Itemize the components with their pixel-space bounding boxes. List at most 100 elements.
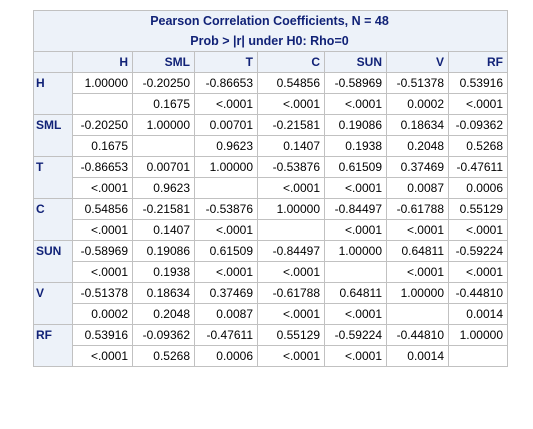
- column-header-c: C: [257, 51, 325, 73]
- p-value-cell: <.0001: [72, 177, 133, 199]
- p-value-cell: [72, 93, 133, 115]
- correlation-output: Pearson Correlation Coefficients, N = 48…: [33, 10, 508, 367]
- row-header-c: C: [33, 198, 73, 241]
- p-value-cell: <.0001: [324, 345, 387, 367]
- coefficient-cell: -0.20250: [72, 114, 133, 136]
- title-line-1: Pearson Correlation Coefficients, N = 48: [150, 14, 389, 28]
- p-value-cell: <.0001: [72, 261, 133, 283]
- coefficient-cell: -0.44810: [386, 324, 449, 346]
- coefficient-cell: 1.00000: [194, 156, 258, 178]
- table-row: 0.1675 <.0001 <.0001 <.0001 0.0002 <.0001: [34, 93, 508, 115]
- p-value-cell: 0.0087: [194, 303, 258, 325]
- table-row: <.0001 0.1407 <.0001 <.0001 <.0001 <.0001: [34, 219, 508, 241]
- coefficient-cell: 0.54856: [72, 198, 133, 220]
- column-header-v: V: [386, 51, 449, 73]
- coefficient-cell: 1.00000: [257, 198, 325, 220]
- coefficient-cell: 0.00701: [194, 114, 258, 136]
- coefficient-cell: 1.00000: [386, 282, 449, 304]
- p-value-cell: <.0001: [257, 261, 325, 283]
- coefficient-cell: -0.47611: [194, 324, 258, 346]
- coefficient-cell: -0.53876: [257, 156, 325, 178]
- p-value-cell: [194, 177, 258, 199]
- p-value-cell: 0.0002: [72, 303, 133, 325]
- p-value-cell: 0.1938: [132, 261, 195, 283]
- coefficient-cell: -0.51378: [386, 72, 449, 94]
- column-header-sml: SML: [132, 51, 195, 73]
- row-header-rf: RF: [33, 324, 73, 367]
- coefficient-cell: 1.00000: [448, 324, 508, 346]
- row-header-sun: SUN: [33, 240, 73, 283]
- coefficient-cell: 0.61509: [324, 156, 387, 178]
- p-value-cell: 0.0006: [194, 345, 258, 367]
- coefficient-cell: -0.86653: [194, 72, 258, 94]
- table-row: T -0.86653 0.00701 1.00000 -0.53876 0.61509 0.…: [33, 156, 508, 199]
- coefficient-cell: -0.58969: [72, 240, 133, 262]
- p-value-cell: [257, 219, 325, 241]
- coefficient-cell: -0.47611: [448, 156, 508, 178]
- table-row: 0.0002 0.2048 0.0087 <.0001 <.0001 0.0014: [34, 303, 508, 325]
- coefficient-cell: -0.53876: [194, 198, 258, 220]
- column-header-h: H: [72, 51, 133, 73]
- table-row: <.0001 0.1938 <.0001 <.0001 <.0001 <.0001: [34, 261, 508, 283]
- table-row: RF 0.53916 -0.09362 -0.47611 0.55129 -0.59224…: [33, 324, 508, 367]
- column-header-t: T: [194, 51, 258, 73]
- coefficient-cell: 0.37469: [194, 282, 258, 304]
- table-title-row: Pearson Correlation Coefficients, N = 48…: [33, 10, 508, 52]
- column-header-rf: RF: [448, 51, 508, 73]
- coefficient-cell: -0.59224: [324, 324, 387, 346]
- p-value-cell: <.0001: [324, 219, 387, 241]
- coefficient-cell: 1.00000: [132, 114, 195, 136]
- p-value-cell: 0.9623: [194, 135, 258, 157]
- coefficient-cell: 0.54856: [257, 72, 325, 94]
- p-value-cell: 0.1407: [132, 219, 195, 241]
- p-value-cell: <.0001: [72, 219, 133, 241]
- table-row: 0.1675 0.9623 0.1407 0.1938 0.2048 0.5268: [34, 135, 508, 157]
- column-header-row: H SML T C SUN V RF: [33, 51, 508, 73]
- coefficient-cell: 1.00000: [324, 240, 387, 262]
- row-header-h: H: [33, 72, 73, 115]
- coefficient-cell: -0.51378: [72, 282, 133, 304]
- row-header-sml: SML: [33, 114, 73, 157]
- p-value-cell: <.0001: [257, 303, 325, 325]
- coefficient-cell: 0.37469: [386, 156, 449, 178]
- p-value-cell: 0.1407: [257, 135, 325, 157]
- table-body: H 1.00000 -0.20250 -0.86653 0.54856 -0.58969-…: [33, 72, 508, 367]
- coefficient-cell: -0.86653: [72, 156, 133, 178]
- coefficient-cell: -0.61788: [257, 282, 325, 304]
- coefficient-cell: 1.00000: [72, 72, 133, 94]
- table-row: <.0001 0.9623 <.0001 <.0001 0.0087 0.0006: [34, 177, 508, 199]
- p-value-cell: 0.2048: [386, 135, 449, 157]
- p-value-cell: <.0001: [386, 219, 449, 241]
- p-value-cell: 0.0087: [386, 177, 449, 199]
- p-value-cell: 0.5268: [448, 135, 508, 157]
- p-value-cell: <.0001: [194, 261, 258, 283]
- coefficient-cell: 0.64811: [386, 240, 449, 262]
- coefficient-cell: 0.55129: [448, 198, 508, 220]
- coefficient-cell: -0.44810: [448, 282, 508, 304]
- header-corner-cell: [33, 51, 73, 73]
- p-value-cell: <.0001: [72, 345, 133, 367]
- coefficient-cell: 0.55129: [257, 324, 325, 346]
- row-header-v: V: [33, 282, 73, 325]
- p-value-cell: <.0001: [448, 93, 508, 115]
- p-value-cell: 0.5268: [132, 345, 195, 367]
- title-line-2: Prob > |r| under H0: Rho=0: [190, 34, 349, 48]
- table-row: V -0.51378 0.18634 0.37469 -0.61788 0.64811 1.…: [33, 282, 508, 325]
- coefficient-cell: -0.58969: [324, 72, 387, 94]
- coefficient-cell: -0.84497: [324, 198, 387, 220]
- coefficient-cell: -0.09362: [132, 324, 195, 346]
- p-value-cell: 0.0014: [448, 303, 508, 325]
- coefficient-cell: -0.09362: [448, 114, 508, 136]
- p-value-cell: <.0001: [324, 93, 387, 115]
- p-value-cell: [448, 345, 508, 367]
- p-value-cell: <.0001: [194, 219, 258, 241]
- row-header-t: T: [33, 156, 73, 199]
- table-row: C 0.54856 -0.21581 -0.53876 1.00000 -0.84497-…: [33, 198, 508, 241]
- p-value-cell: <.0001: [448, 219, 508, 241]
- p-value-cell: <.0001: [194, 93, 258, 115]
- p-value-cell: [386, 303, 449, 325]
- coefficient-cell: -0.61788: [386, 198, 449, 220]
- p-value-cell: <.0001: [386, 261, 449, 283]
- table-row: SUN -0.58969 0.19086 0.61509 -0.84497 1.00000…: [33, 240, 508, 283]
- coefficient-cell: 0.64811: [324, 282, 387, 304]
